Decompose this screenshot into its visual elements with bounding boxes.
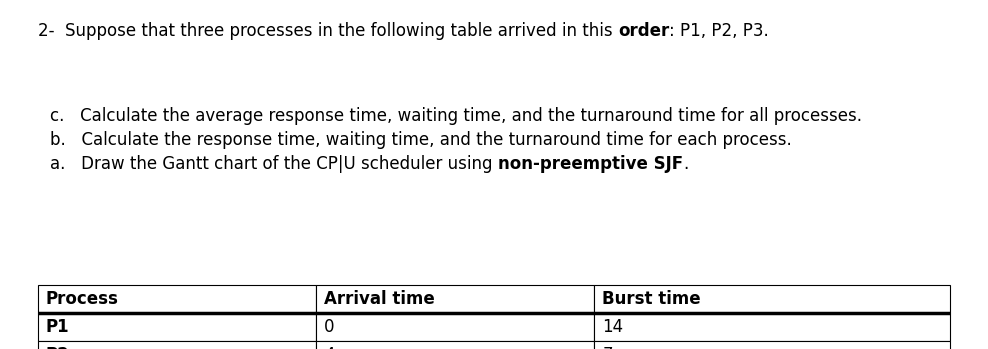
Text: Process: Process <box>46 290 119 308</box>
Text: 7: 7 <box>603 346 613 349</box>
Text: 14: 14 <box>603 318 623 336</box>
Text: order: order <box>618 22 669 40</box>
Bar <box>595 285 950 313</box>
Text: c.   Calculate the average response time, waiting time, and the turnaround time : c. Calculate the average response time, … <box>50 107 862 125</box>
Bar <box>316 313 595 341</box>
Text: P1: P1 <box>46 318 69 336</box>
Text: .: . <box>683 155 688 173</box>
Bar <box>316 285 595 313</box>
Bar <box>316 341 595 349</box>
Bar <box>38 341 316 349</box>
Text: b.   Calculate the response time, waiting time, and the turnaround time for each: b. Calculate the response time, waiting … <box>50 131 791 149</box>
Text: 2-  Suppose that three processes in the following table arrived in this: 2- Suppose that three processes in the f… <box>38 22 618 40</box>
Text: 0: 0 <box>324 318 335 336</box>
Bar <box>595 341 950 349</box>
Bar <box>595 313 950 341</box>
Text: P2: P2 <box>46 346 70 349</box>
Text: a.   Draw the Gantt chart of the CP|U scheduler using: a. Draw the Gantt chart of the CP|U sche… <box>50 155 498 173</box>
Text: non-preemptive SJF: non-preemptive SJF <box>498 155 683 173</box>
Bar <box>38 285 316 313</box>
Bar <box>38 313 316 341</box>
Text: : P1, P2, P3.: : P1, P2, P3. <box>669 22 769 40</box>
Text: Burst time: Burst time <box>603 290 700 308</box>
Text: 4: 4 <box>324 346 335 349</box>
Text: Arrival time: Arrival time <box>324 290 435 308</box>
